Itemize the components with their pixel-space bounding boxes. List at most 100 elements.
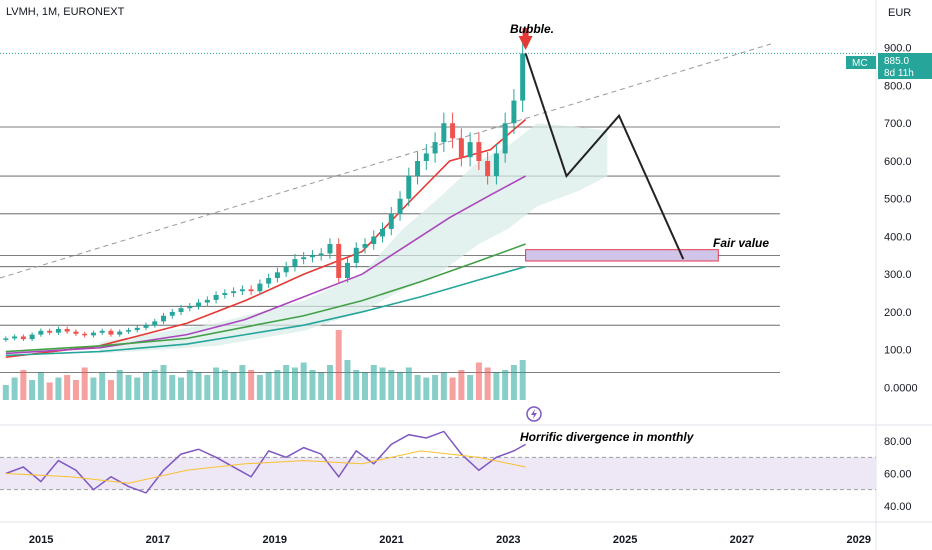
volume-bar xyxy=(29,380,36,400)
price-tick-label: 700.0 xyxy=(884,118,912,130)
price-tick-label: 900.0 xyxy=(884,43,912,55)
ema-line-2 xyxy=(5,243,526,353)
volume-bar xyxy=(432,375,439,400)
candle-body xyxy=(169,311,175,316)
volume-bar xyxy=(256,375,263,400)
bubble-annotation: Bubble. xyxy=(510,22,554,36)
rsi-tick-label: 60.00 xyxy=(884,469,912,481)
candle-body xyxy=(38,330,44,335)
volume-bar xyxy=(248,370,255,400)
candle-body xyxy=(467,142,473,158)
volume-bar xyxy=(2,385,9,400)
volume-bar xyxy=(449,377,456,400)
volume-bar xyxy=(414,375,421,400)
currency-label: EUR xyxy=(888,7,911,19)
volume-bar xyxy=(37,372,44,400)
volume-bar xyxy=(379,367,386,400)
volume-bar xyxy=(519,360,526,400)
volume-bar xyxy=(502,370,509,400)
volume-bar xyxy=(475,362,482,400)
divergence-annotation: Horrific divergence in monthly xyxy=(520,430,695,444)
volume-bar xyxy=(388,370,395,400)
time-tick-label: 2027 xyxy=(730,534,754,546)
candle-body xyxy=(511,100,517,124)
volume-bar xyxy=(107,380,114,400)
volume-bar xyxy=(81,367,88,400)
rsi-series-1 xyxy=(5,450,526,484)
volume-bar xyxy=(335,330,342,400)
candle-body xyxy=(502,123,508,154)
ema-line-3 xyxy=(5,265,526,357)
candle-body xyxy=(187,306,193,309)
candle-body xyxy=(204,299,210,303)
volume-bar xyxy=(230,372,237,400)
price-tick-label: 800.0 xyxy=(884,80,912,92)
volume-bar xyxy=(318,372,325,400)
candle-body xyxy=(239,289,245,292)
candle-body xyxy=(117,331,123,335)
volume-bar xyxy=(493,372,500,400)
candle-body xyxy=(12,336,18,339)
volume-bar xyxy=(467,375,474,400)
volume-bar xyxy=(510,365,517,400)
time-tick-label: 2025 xyxy=(613,534,637,546)
price-badge-bg xyxy=(878,53,932,79)
candle-body xyxy=(301,257,307,260)
candle-body xyxy=(415,160,421,177)
volume-bar xyxy=(484,367,491,400)
candle-body xyxy=(222,293,228,295)
time-tick-label: 2017 xyxy=(146,534,170,546)
candle-body xyxy=(3,338,9,340)
candle-body xyxy=(476,142,482,161)
candle-body xyxy=(485,160,491,177)
last-price: 885.0 xyxy=(884,56,909,67)
price-tick-label: 0.0000 xyxy=(884,382,918,394)
volume-bar xyxy=(370,365,377,400)
candle-body xyxy=(213,294,219,300)
candle-body xyxy=(388,213,394,229)
candle-body xyxy=(125,330,131,332)
time-tick-label: 2021 xyxy=(379,534,403,546)
flash-icon[interactable] xyxy=(526,406,542,422)
fair-value-annotation: Fair value xyxy=(713,236,769,250)
ema-line-1 xyxy=(5,175,526,355)
volume-bar xyxy=(274,370,281,400)
fair-value-zone xyxy=(525,249,719,262)
price-badge[interactable]: MC 885.0 8d 11h xyxy=(846,53,932,79)
time-tick-label: 2015 xyxy=(29,534,53,546)
volume-bar xyxy=(99,372,106,400)
candle-body xyxy=(231,291,237,294)
bubble-arrow-stem xyxy=(522,28,529,38)
countdown: 8d 11h xyxy=(884,68,914,79)
candle-body xyxy=(73,331,79,334)
price-tick-label: 400.0 xyxy=(884,231,912,243)
candle-body xyxy=(380,228,386,237)
volume-bar xyxy=(134,377,141,400)
volume-bar xyxy=(458,370,465,400)
candle-body xyxy=(82,333,88,336)
volume-bar xyxy=(186,370,193,400)
rsi-tick-label: 80.00 xyxy=(884,436,912,448)
candle-body xyxy=(90,332,96,336)
projection-path xyxy=(524,53,685,260)
volume-bar xyxy=(90,377,97,400)
volume-bar xyxy=(423,377,430,400)
candle-body xyxy=(397,198,403,214)
candle-body xyxy=(520,53,526,101)
candle-body xyxy=(344,262,350,278)
candle-body xyxy=(47,330,53,333)
candle-body xyxy=(432,142,438,154)
volume-bar xyxy=(11,377,18,400)
price-tick-label: 500.0 xyxy=(884,194,912,206)
volume-bar xyxy=(291,367,298,400)
volume-bar xyxy=(169,375,176,400)
ichimoku-cloud xyxy=(99,123,608,354)
time-tick-label: 2029 xyxy=(846,534,870,546)
candle-body xyxy=(108,330,114,335)
volume-bar xyxy=(20,370,27,400)
volume-bar xyxy=(46,382,53,400)
volume-bar xyxy=(116,370,123,400)
price-tick-label: 100.0 xyxy=(884,345,912,357)
